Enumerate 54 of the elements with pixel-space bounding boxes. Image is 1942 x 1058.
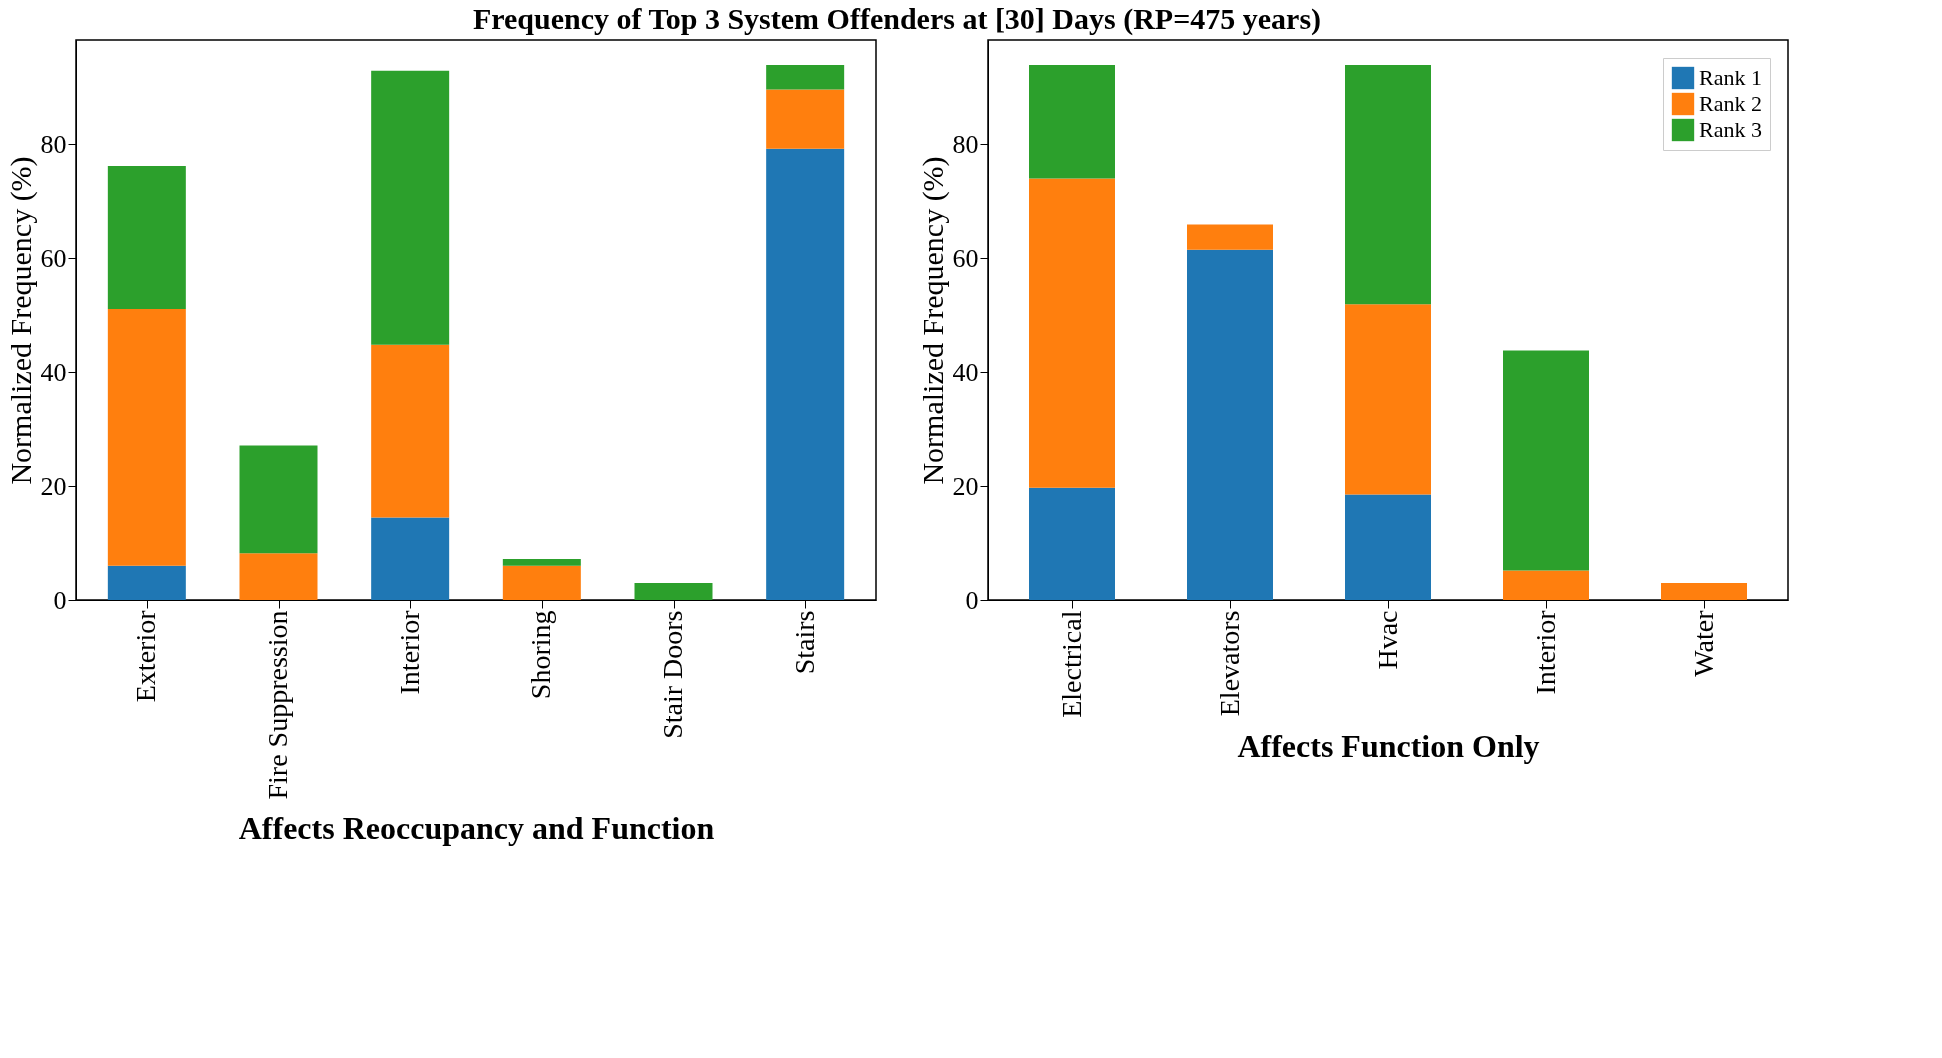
bar: [1345, 65, 1431, 305]
legend-label: Rank 2: [1699, 91, 1762, 116]
x-tick-label: Electrical: [1055, 610, 1087, 718]
x-tick-label: Stair Doors: [657, 610, 688, 739]
legend-label: Rank 3: [1699, 117, 1762, 142]
bar: [1029, 178, 1115, 488]
x-tick-label: Shoring: [525, 610, 557, 700]
bar: [1661, 582, 1747, 600]
bar: [1503, 570, 1589, 600]
x-tick-label: Interior: [393, 609, 425, 695]
chart-title: Frequency of Top 3 System Offenders at [30] Days (RP=475 years): [472, 2, 1322, 37]
x-tick-label: Water: [1687, 609, 1719, 677]
bar: [107, 165, 186, 309]
bar: [371, 517, 450, 600]
bar: [1187, 224, 1273, 250]
bar: [107, 308, 186, 566]
y-tick-label: 0: [53, 585, 67, 615]
y-tick-label: 60: [952, 243, 979, 273]
bar: [1503, 350, 1589, 571]
y-tick-label: 60: [40, 243, 67, 273]
y-tick-label: 80: [952, 129, 979, 159]
bar: [1345, 304, 1431, 495]
y-tick-label: 80: [40, 129, 67, 159]
bar: [239, 445, 318, 554]
bar: [766, 148, 845, 600]
y-axis-title: Normalized Frequency (%): [3, 156, 38, 485]
y-tick-label: 20: [952, 471, 979, 501]
bar: [766, 89, 845, 149]
bar: [634, 582, 713, 600]
bar: [1345, 494, 1431, 600]
x-tick-label: Interior: [1529, 609, 1561, 695]
legend-label: Rank 1: [1699, 65, 1762, 90]
x-tick-label: Exterior: [130, 609, 162, 703]
x-tick-label: Stairs: [788, 610, 820, 675]
bar: [239, 553, 318, 600]
bar: [502, 558, 581, 566]
x-tick-label: Elevators: [1213, 610, 1245, 717]
x-axis-title: Affects Function Only: [1237, 727, 1540, 764]
x-tick-label: Hvac: [1371, 610, 1403, 670]
y-tick-label: 0: [965, 585, 979, 615]
bar: [371, 70, 450, 345]
bar: [766, 65, 845, 90]
bar: [1187, 249, 1273, 600]
y-axis-title: Normalized Frequency (%): [915, 156, 950, 485]
bar: [107, 565, 186, 600]
bar: [371, 344, 450, 518]
bar: [502, 565, 581, 600]
x-tick-label: Fire Suppression: [262, 610, 293, 800]
bar: [1029, 65, 1115, 179]
y-tick-label: 40: [40, 357, 67, 387]
y-tick-label: 40: [952, 357, 979, 387]
x-axis-title: Affects Reoccupancy and Function: [238, 809, 715, 846]
y-tick-label: 20: [40, 471, 67, 501]
bar: [1029, 487, 1115, 600]
